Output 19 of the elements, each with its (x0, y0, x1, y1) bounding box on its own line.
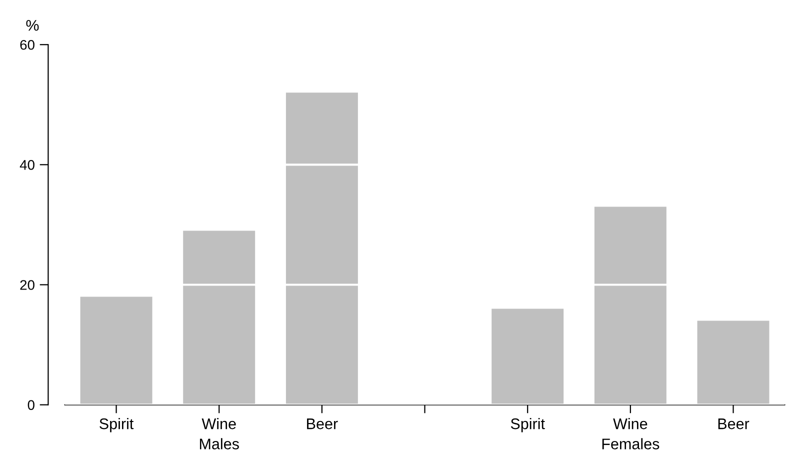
text: Males (200, 438, 239, 450)
bar (492, 308, 564, 405)
text: Females (602, 438, 660, 450)
x-tick-label: Spirit (510, 418, 545, 432)
x-tick-label: Beer (307, 418, 338, 430)
bar (594, 206, 666, 405)
bar (697, 320, 770, 405)
bar (80, 296, 152, 405)
bar (183, 230, 256, 405)
y-tick-label: 0 (28, 400, 34, 410)
x-tick-label: Wine (202, 418, 236, 430)
x-tick-label: Wine (613, 418, 648, 430)
y-tick-label: 40 (20, 160, 34, 170)
y-axis-title: % (26, 20, 39, 31)
x-tick-label: Spirit (100, 418, 134, 432)
y-tick-label: 60 (20, 40, 34, 50)
bar (286, 92, 358, 405)
x-tick-label: Beer (718, 418, 750, 430)
y-tick-label: 20 (20, 280, 34, 290)
